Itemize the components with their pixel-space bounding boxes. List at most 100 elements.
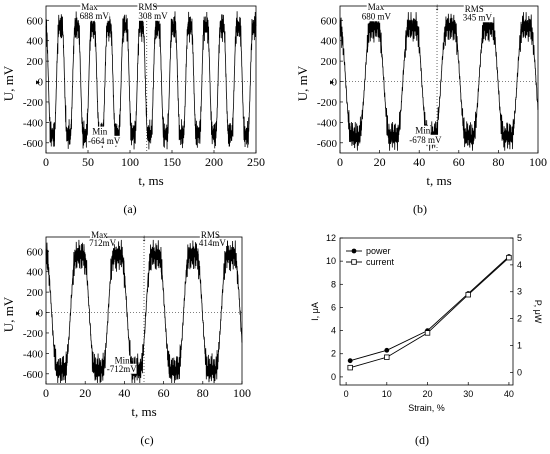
x-tick-label: 0 — [344, 389, 349, 399]
y-tick-label: 6 — [331, 302, 336, 312]
y-tick-label: -200 — [23, 328, 44, 340]
annotation-label: RMS — [138, 2, 157, 12]
zero-marker: ▸ — [36, 309, 40, 318]
annotation-label: Max — [91, 230, 108, 240]
legend-marker-power — [351, 248, 357, 254]
x-tick-label: 100 — [529, 155, 547, 169]
x-tick-label: 0 — [43, 386, 49, 400]
y-tick-label: -400 — [23, 348, 44, 360]
caption-b: (b) — [413, 202, 427, 216]
x-tick-label: 40 — [413, 155, 425, 169]
y-tick-label: -600 — [317, 138, 338, 150]
y-right-tick-label: 5 — [517, 233, 522, 243]
y-tick-label: 8 — [331, 279, 336, 289]
annotation-bg — [87, 135, 123, 146]
y-tick-label: -600 — [23, 138, 44, 150]
annotation-bg — [78, 10, 110, 21]
annotation-label: 688 mV — [80, 11, 110, 21]
data-point-current — [347, 364, 353, 371]
y-tick-label: 0 — [331, 372, 336, 382]
annotation-bg — [137, 2, 154, 13]
annotation-bg — [199, 230, 217, 241]
annotation-label: 308 mV — [138, 11, 168, 21]
x-axis-label: t, ms — [138, 173, 163, 188]
y-tick-label: 4 — [331, 326, 336, 336]
data-point-power — [347, 358, 353, 364]
cursor-arrow: ↓ — [142, 233, 147, 244]
x-tick-label: 50 — [82, 155, 94, 169]
y-tick-label: 200 — [27, 287, 44, 299]
chart-panel-a: ▸0 50 100 150 200 250-600-400-2000200400600t,… — [1, 2, 265, 188]
annotation-label: 345 mV — [463, 12, 493, 22]
annotation-label: -664 mV — [88, 136, 121, 146]
annotation-label: Max — [368, 2, 385, 12]
y-right-tick-label: 1 — [517, 340, 522, 350]
x-tick-label: 20 — [79, 386, 91, 400]
y-right-tick-label: 0 — [517, 367, 522, 377]
y-axis-label: U, mV — [295, 65, 310, 101]
x-tick-label: 10 — [382, 389, 392, 399]
y-tick-label: 10 — [326, 256, 336, 266]
y-axis-label: U, mV — [1, 296, 16, 332]
y-axis-label: I, μA — [310, 302, 320, 321]
y-right-tick-label: 4 — [517, 260, 522, 270]
caption-d: (d) — [415, 433, 429, 447]
y-tick-label: 0 — [38, 308, 44, 320]
annotation-bg — [113, 355, 130, 366]
y-right-tick-label: 2 — [517, 314, 522, 324]
annotation-bg — [137, 10, 169, 21]
x-axis-label: t, ms — [426, 173, 451, 188]
x-tick-label: 20 — [423, 389, 433, 399]
x-tick-label: 20 — [374, 155, 386, 169]
legend-marker-current — [351, 259, 357, 265]
y-axis-label: U, mV — [1, 65, 16, 101]
x-tick-label: 80 — [197, 386, 209, 400]
y-tick-label: 2 — [331, 349, 336, 359]
annotation-label: 680 mV — [362, 11, 392, 21]
annotation-bg — [414, 125, 431, 136]
waveform-trace — [339, 12, 539, 151]
annotation-label: RMS — [201, 230, 220, 240]
series-line-current — [350, 257, 510, 369]
annotation-bg — [408, 134, 444, 145]
caption-c: (c) — [140, 433, 154, 447]
y-tick-label: -400 — [317, 117, 338, 129]
x-tick-label: 0 — [337, 155, 343, 169]
annotation-label: Min — [115, 356, 131, 366]
y-tick-label: -600 — [23, 369, 44, 381]
annotation-label: Max — [81, 2, 98, 12]
series-line-power — [350, 256, 510, 362]
x-tick-label: 200 — [205, 155, 223, 169]
data-point-current — [424, 330, 431, 336]
zero-marker: ▸ — [330, 78, 334, 87]
legend-label-current: current — [366, 257, 395, 267]
annotation-bg — [80, 2, 97, 13]
annotation-bg — [463, 4, 481, 15]
y-tick-label: 200 — [321, 56, 338, 68]
annotation-bg — [360, 11, 392, 22]
x-tick-label: 0 — [43, 155, 49, 169]
y-tick-label: 600 — [27, 15, 44, 27]
waveform-trace — [45, 239, 243, 384]
annotation-label: -678 mV — [409, 135, 442, 145]
annotation-label: 414mV — [199, 238, 227, 248]
y-tick-label: 0 — [38, 77, 44, 89]
y-tick-label: 12 — [326, 233, 336, 243]
annotation-bg — [90, 230, 107, 241]
y-tick-label: -200 — [23, 97, 44, 109]
annotation-label: 712mV — [89, 238, 117, 248]
y-tick-label: 400 — [27, 267, 44, 279]
x-tick-label: 150 — [163, 155, 181, 169]
y-tick-label: 400 — [27, 36, 44, 48]
annotation-bg — [366, 2, 384, 13]
waveform-trace — [45, 11, 257, 150]
zero-marker: ▸ — [36, 78, 40, 87]
y-tick-label: 400 — [321, 36, 338, 48]
x-axis-label: Strain, % — [408, 403, 445, 413]
x-tick-label: 60 — [158, 386, 170, 400]
annotation-label: RMS — [465, 4, 484, 14]
caption-a: (a) — [123, 202, 137, 216]
